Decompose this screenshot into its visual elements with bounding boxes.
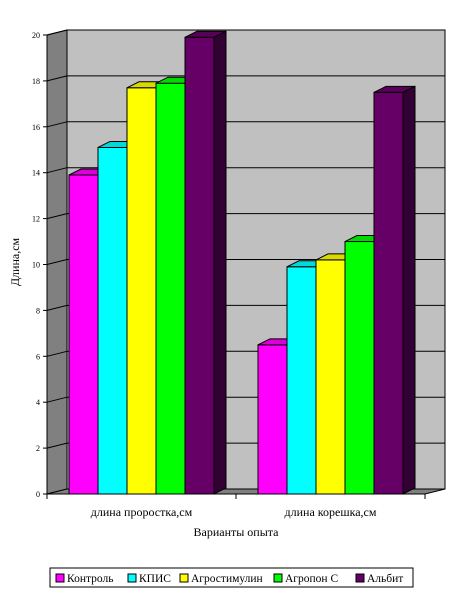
legend-swatch (127, 573, 137, 583)
x-category-label: длина корешка,см (285, 505, 377, 519)
legend-label: Альбит (367, 573, 403, 585)
y-tick-label: 10 (32, 261, 40, 270)
legend-item: КПИС (127, 573, 171, 585)
legend-label: КПИС (139, 573, 171, 585)
y-tick-label: 4 (36, 398, 40, 407)
bar (373, 85, 416, 495)
bar-side (402, 85, 416, 495)
gridline-side (46, 304, 68, 311)
y-axis-title: Длина,см (8, 237, 22, 286)
bar-front (286, 266, 317, 495)
bar-front (344, 241, 375, 495)
y-tick-label: 8 (36, 306, 40, 315)
gridline-side (46, 29, 68, 36)
bar (184, 30, 227, 495)
legend-swatch (179, 573, 189, 583)
bar-front (257, 344, 288, 495)
legend-item: Альбит (355, 573, 403, 585)
legend-swatch (355, 573, 365, 583)
legend-box (49, 567, 414, 588)
legend-label: Агростимулин (191, 573, 263, 585)
legend-swatch (273, 573, 283, 583)
x-axis-title: Варианты опыта (193, 525, 279, 539)
gridline-side (46, 442, 68, 449)
legend-item: Контроль (55, 573, 114, 585)
legend-item: Агропон С (273, 573, 338, 585)
gridline-side (46, 121, 68, 128)
bar-front (155, 82, 186, 495)
legend-label: Агропон С (285, 573, 338, 585)
y-tick-label: 14 (32, 169, 40, 178)
gridline-side (46, 213, 68, 220)
bar-front (315, 259, 346, 495)
legend: Контроль КПИС Агростимулин Агропон С Альбит (49, 567, 414, 588)
gridline-side (46, 75, 68, 82)
bar-front (373, 91, 404, 495)
gridline-side (46, 259, 68, 265)
bar-side (213, 30, 227, 495)
axes: 0 2 4 6 8 10 12 14 16 18 20 длина проростка,см длина… (32, 31, 426, 519)
x-category-label: длина проростка,см (91, 505, 193, 519)
legend-swatch (55, 573, 65, 583)
legend-label: Контроль (67, 573, 114, 585)
gridline-side (46, 167, 68, 174)
y-tick-label: 16 (32, 123, 40, 132)
y-tick-label: 12 (32, 215, 40, 224)
y-tick-label: 18 (32, 77, 40, 86)
gridline-side (46, 350, 68, 357)
gridline-side (46, 396, 68, 403)
bar-front (184, 36, 215, 495)
y-tick-label: 20 (32, 31, 40, 40)
bar-front (126, 87, 157, 495)
y-tick-label: 0 (36, 490, 40, 499)
bar-front (97, 146, 128, 495)
y-tick-label: 2 (36, 444, 40, 453)
bar-front (68, 174, 99, 495)
legend-item: Агростимулин (179, 573, 263, 585)
y-tick-label: 6 (36, 352, 40, 361)
